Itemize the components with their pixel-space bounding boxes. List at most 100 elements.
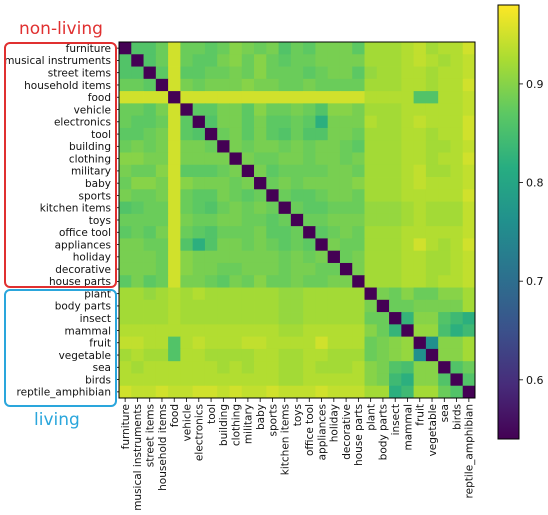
heatmap-cell: [425, 348, 439, 362]
heatmap-cell: [339, 312, 353, 325]
heatmap-cell: [204, 164, 218, 178]
heatmap-cell: [180, 152, 194, 166]
heatmap-cell: [204, 312, 218, 325]
heatmap-cell: [229, 103, 243, 117]
heatmap-cell: [376, 312, 390, 325]
heatmap-cell: [192, 42, 206, 55]
heatmap-cell: [131, 262, 144, 276]
heatmap-cell: [278, 336, 292, 350]
heatmap-cell: [119, 361, 132, 374]
heatmap-cell: [143, 189, 157, 202]
heatmap-cell: [339, 78, 353, 92]
heatmap-cell: [241, 54, 255, 67]
heatmap-cell: [352, 213, 365, 227]
heatmap-cell: [339, 287, 353, 301]
heatmap-cell: [303, 91, 316, 104]
heatmap-cell: [290, 177, 304, 190]
heatmap-cell: [155, 91, 169, 104]
heatmap-cell: [401, 152, 415, 166]
heatmap-cell: [352, 361, 365, 374]
heatmap-cell: [376, 201, 390, 215]
group-box-living: [4, 289, 117, 407]
heatmap-cell: [180, 115, 194, 129]
heatmap-cell: [315, 299, 329, 313]
heatmap-cell: [278, 164, 292, 178]
heatmap-cell: [352, 91, 365, 104]
heatmap-cell: [339, 115, 353, 129]
heatmap-cell: [290, 213, 304, 227]
heatmap-cell: [315, 54, 329, 67]
heatmap-cell: [192, 177, 206, 190]
heatmap-cell: [229, 42, 243, 55]
heatmap-cell: [339, 373, 353, 387]
heatmap-cell: [131, 226, 144, 239]
heatmap-cell: [204, 262, 218, 276]
heatmap-cell: [229, 66, 243, 80]
heatmap-cell: [168, 336, 181, 350]
heatmap-cell: [413, 91, 427, 104]
heatmap-cell: [131, 250, 144, 264]
heatmap-cell: [425, 201, 439, 215]
heatmap-cell: [376, 226, 390, 239]
heatmap-cell: [143, 373, 157, 387]
heatmap-cell: [217, 336, 230, 350]
heatmap-cell: [278, 312, 292, 325]
heatmap-cell: [450, 348, 464, 362]
heatmap-cell: [290, 54, 304, 67]
heatmap-cell: [327, 164, 341, 178]
heatmap-cell: [119, 287, 132, 301]
heatmap-cell: [155, 336, 169, 350]
heatmap-cell: [413, 54, 427, 67]
heatmap-cell: [376, 299, 390, 313]
heatmap-cell: [290, 373, 304, 387]
heatmap-cell: [241, 127, 255, 141]
heatmap-cell: [155, 42, 169, 55]
heatmap-cell: [241, 103, 255, 117]
heatmap-cell: [278, 250, 292, 264]
heatmap-cell: [450, 312, 464, 325]
heatmap-cell: [278, 115, 292, 129]
heatmap-cell: [254, 91, 267, 104]
heatmap-cell: [389, 287, 402, 301]
heatmap-cell: [462, 66, 476, 80]
heatmap-cell: [450, 91, 464, 104]
heatmap-cell: [290, 127, 304, 141]
colorbar-tick-label: 0.6: [526, 374, 544, 387]
heatmap-cell: [266, 103, 279, 117]
heatmap-cell: [266, 336, 279, 350]
heatmap-cell: [143, 312, 157, 325]
heatmap-cell: [364, 324, 378, 338]
heatmap-cell: [364, 140, 378, 153]
group-label-non-living: non-living: [19, 19, 103, 39]
heatmap-cell: [425, 152, 439, 166]
y-tick-label: baby: [85, 178, 111, 190]
heatmap-cell: [217, 140, 230, 153]
heatmap-cell: [339, 275, 353, 288]
heatmap-cell: [290, 299, 304, 313]
heatmap-cell: [204, 385, 218, 399]
heatmap-cell: [425, 312, 439, 325]
y-tick-label: kitchen items: [40, 203, 111, 215]
heatmap-cell: [217, 287, 230, 301]
heatmap-cell: [204, 213, 218, 227]
heatmap-cell: [290, 66, 304, 80]
y-tick-label: food: [88, 92, 111, 104]
heatmap-cell: [389, 115, 402, 129]
heatmap-cell: [168, 250, 181, 264]
heatmap-cell: [413, 66, 427, 80]
heatmap-cell: [376, 177, 390, 190]
heatmap-cell: [438, 385, 451, 399]
heatmap-cell: [413, 373, 427, 387]
heatmap-cell: [339, 177, 353, 190]
heatmap-cell: [376, 348, 390, 362]
heatmap-cell: [339, 127, 353, 141]
y-tick-label: military: [71, 166, 111, 178]
heatmap-cell: [155, 287, 169, 301]
heatmap-cell: [278, 287, 292, 301]
heatmap-cell: [290, 91, 304, 104]
heatmap-cell: [389, 312, 402, 325]
heatmap-cell: [450, 140, 464, 153]
heatmap-cell: [119, 385, 132, 399]
heatmap-cell: [241, 140, 255, 153]
heatmap-cell: [290, 238, 304, 252]
